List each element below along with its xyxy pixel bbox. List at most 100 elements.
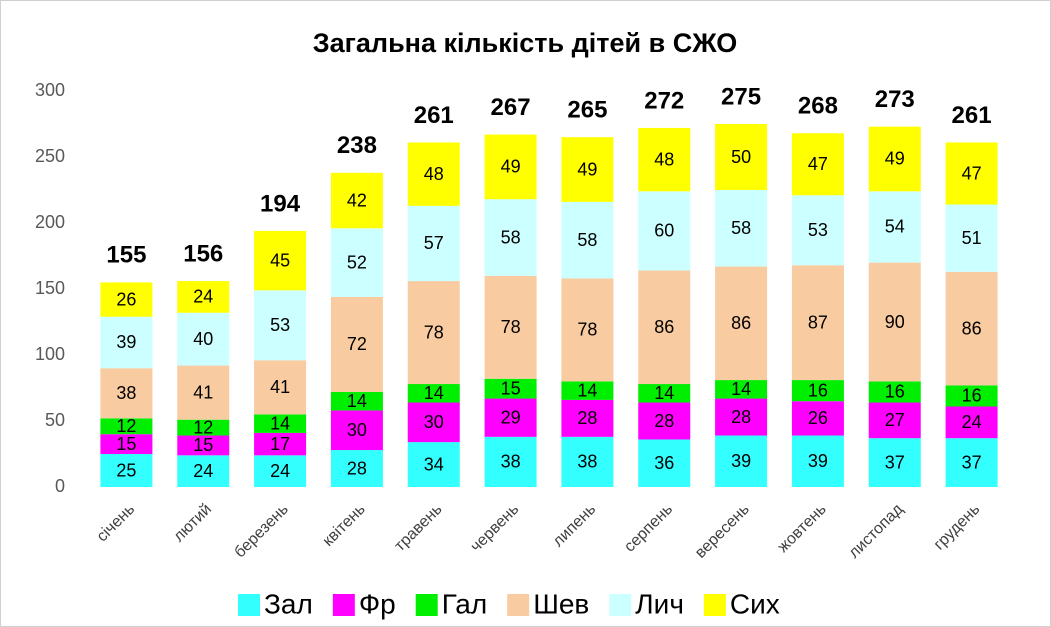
y-tick-label: 100 [35,344,65,364]
data-label: 58 [501,227,521,247]
y-tick-label: 200 [35,212,65,232]
data-label: 86 [731,313,751,333]
bar-segment [791,380,844,402]
bar-segment [791,401,844,436]
total-label: 273 [875,86,915,113]
data-label: 30 [347,420,367,440]
bar-segment [945,385,998,407]
data-label: 28 [577,408,597,428]
bar-segment [561,137,614,202]
bar-segment [561,399,614,437]
y-tick-label: 300 [35,80,65,100]
data-label: 14 [731,379,751,399]
bar-segment [254,455,307,487]
total-label: 275 [721,83,761,110]
bar-segment [407,384,460,403]
data-label: 47 [962,163,982,183]
legend-label: Лич [635,588,684,619]
bar-segment [868,191,921,263]
data-label: 47 [808,154,828,174]
bar-segment [100,316,153,369]
bar-segment [561,278,614,382]
bar-segment [484,275,537,379]
data-label: 52 [347,252,367,272]
legend-swatch [415,594,438,616]
bar-segment [254,414,307,433]
chart-title: Загальна кількість дітей в СЖО [313,28,738,58]
bar-segment [715,398,768,436]
data-label: 14 [424,383,444,403]
data-label: 28 [731,407,751,427]
bar-segment [177,419,230,436]
data-label: 28 [347,458,367,478]
data-label: 58 [577,230,597,250]
data-label: 48 [424,164,444,184]
bar-segment [330,391,383,411]
data-label: 16 [885,382,905,402]
legend-label: Фр [359,588,396,619]
data-label: 51 [962,228,982,248]
data-label: 12 [193,417,213,437]
legend-swatch [238,594,260,616]
data-label: 38 [501,452,521,472]
bar-segment [177,455,230,487]
data-label: 40 [193,329,213,349]
bar-segment [177,312,230,366]
data-label: 27 [885,410,905,430]
bar-segment [254,230,307,291]
bar-segment [484,436,537,487]
bar-segment [484,378,537,399]
data-label: 36 [654,453,674,473]
data-label: 24 [962,412,982,432]
bar-segment [484,134,537,200]
data-label: 38 [577,452,597,472]
bar-segment [100,418,153,435]
data-label: 12 [116,416,136,436]
bar-segment [868,402,921,439]
bar-segment [177,435,230,456]
data-label: 90 [885,312,905,332]
data-label: 41 [193,382,213,402]
total-label: 272 [644,87,684,114]
bar-segment [715,380,768,399]
bar-segment [177,365,230,420]
bar-segment [330,172,383,229]
data-label: 29 [501,407,521,427]
data-label: 78 [577,320,597,340]
bar-segment [407,142,460,206]
total-label: 156 [183,240,223,267]
bar-segment [638,191,691,271]
total-label: 265 [567,97,607,124]
bar-segment [484,398,537,437]
data-label: 37 [962,452,982,472]
bar-segment [715,435,768,487]
bar-segment [715,190,768,267]
bar-segment [330,410,383,451]
data-label: 53 [270,315,290,335]
bar-segment [638,402,691,440]
data-label: 87 [808,312,828,332]
data-label: 15 [501,378,521,398]
data-label: 54 [885,217,905,237]
bar-segment [945,406,998,439]
bar-segment [868,381,921,403]
total-label: 194 [260,190,301,217]
data-label: 38 [116,383,136,403]
data-label: 34 [424,454,444,474]
total-label: 238 [337,132,377,159]
data-label: 78 [501,317,521,337]
y-tick-label: 250 [35,146,65,166]
legend-label: Сих [730,588,780,619]
bar-segment [407,402,460,443]
bar-segment [330,228,383,297]
data-label: 48 [654,149,674,169]
legend-swatch [609,594,632,616]
data-label: 16 [962,386,982,406]
data-label: 57 [424,233,444,253]
bar-segment [254,432,307,456]
bar-segment [100,368,153,419]
bar-segment [100,434,153,454]
bar-segment [638,384,691,403]
bar-segment [484,199,537,276]
y-tick-label: 50 [45,410,65,430]
